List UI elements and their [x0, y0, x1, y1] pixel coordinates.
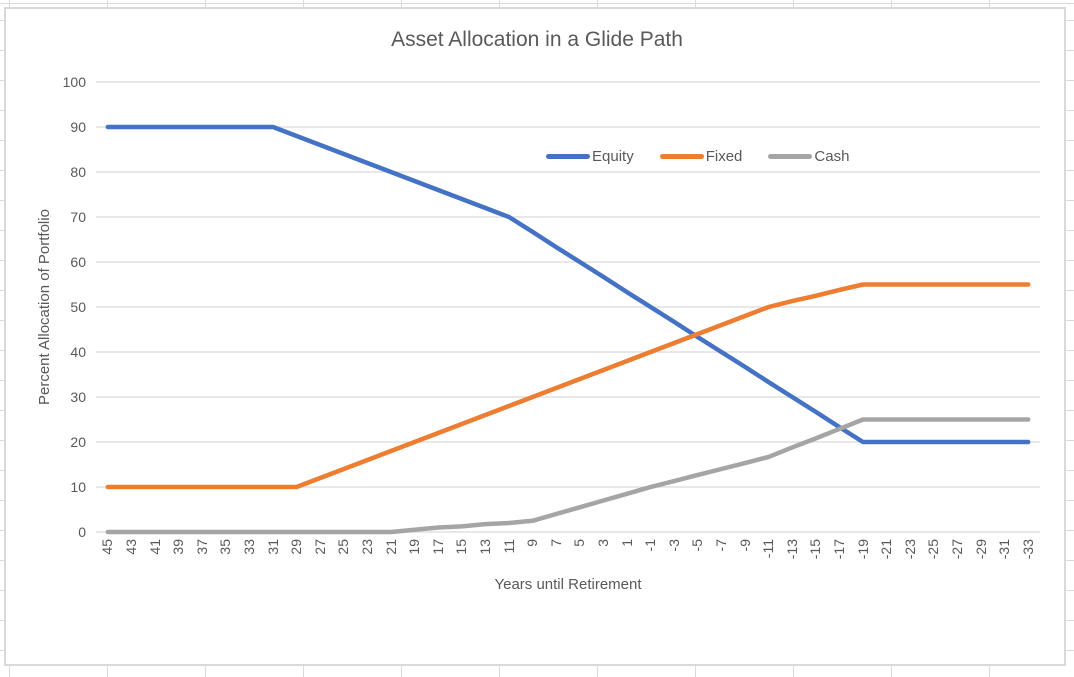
x-axis-tick-label: 15 [453, 539, 470, 555]
y-axis-tick-label: 70 [70, 209, 86, 225]
x-axis-tick-label: 11 [500, 539, 517, 554]
legend: Equity Fixed Cash [546, 146, 849, 166]
x-axis-tick-label: -27 [948, 539, 965, 560]
y-axis-tick-label: 50 [70, 299, 86, 315]
x-axis-tick-label: -17 [830, 539, 847, 560]
x-axis-tick-label: 17 [429, 539, 446, 555]
y-axis-tick-label: 90 [70, 119, 86, 135]
chart-frame[interactable] [4, 7, 1066, 666]
y-axis-tick-label: 10 [70, 479, 86, 495]
series-line-equity[interactable] [105, 124, 1031, 445]
x-axis-tick-label: -9 [736, 539, 753, 552]
x-axis-tick-label: 33 [240, 539, 257, 555]
y-axis-tick-label: 0 [78, 524, 86, 540]
legend-item-cash[interactable]: Cash [768, 148, 849, 165]
x-axis-tick-label: -31 [996, 539, 1013, 560]
series-line-cash[interactable] [105, 417, 1031, 535]
legend-swatch [546, 153, 590, 159]
x-axis-tick-label: 31 [264, 539, 281, 555]
y-axis-tick-label: 30 [70, 389, 86, 405]
x-axis-tick-label: -15 [807, 539, 824, 560]
legend-label: Equity [592, 147, 634, 165]
x-axis-tick-label: 19 [406, 539, 423, 555]
x-axis-tick-label: -1 [642, 539, 659, 552]
y-axis-title[interactable]: Percent Allocation of Portfolio [36, 209, 53, 405]
x-axis-tick-label: 43 [122, 539, 139, 555]
legend-swatch [659, 153, 704, 159]
x-axis-tick-label: -25 [925, 539, 942, 560]
x-axis-tick-label: 7 [547, 539, 564, 547]
x-axis-tick-label: 23 [358, 539, 375, 555]
legend-item-equity[interactable]: Equity [546, 148, 634, 165]
x-axis-tick-label: 35 [217, 539, 234, 555]
x-axis-tick-label: 37 [193, 539, 210, 555]
legend-label: Fixed [705, 147, 743, 165]
x-axis-tick-label: -5 [689, 539, 706, 552]
x-axis-tick-label: 45 [99, 539, 116, 555]
legend-label: Cash [814, 147, 850, 165]
y-axis-tick-label: 60 [70, 254, 86, 270]
x-axis-tick-label: -7 [712, 539, 729, 552]
x-axis-tick-label: 1 [618, 539, 635, 547]
series-line-fixed[interactable] [105, 282, 1031, 490]
x-axis-tick-label: 41 [146, 539, 163, 555]
x-axis-tick-label: 5 [571, 539, 588, 547]
y-axis-tick-label: 80 [70, 164, 86, 180]
x-axis-tick-label: 27 [311, 539, 328, 555]
x-axis-tick-label: -23 [901, 539, 918, 560]
x-axis-tick-label: 39 [170, 539, 187, 555]
y-axis-tick-label: 100 [62, 74, 86, 90]
legend-item-fixed[interactable]: Fixed [659, 147, 743, 165]
x-axis-tick-label: -19 [854, 539, 871, 560]
x-axis-tick-label: 9 [524, 539, 541, 547]
x-axis-tick-label: -11 [760, 539, 777, 559]
y-axis-tick-label: 20 [70, 434, 86, 450]
legend-swatch [768, 153, 813, 159]
x-axis-tick-label: -21 [878, 539, 895, 560]
x-axis-tick-label: 29 [288, 539, 305, 555]
x-axis-tick-label: -33 [1019, 539, 1036, 560]
x-axis-tick-label: 13 [476, 539, 493, 555]
x-axis-tick-label: 3 [594, 539, 611, 547]
x-axis-tick-label: 25 [335, 539, 352, 555]
x-axis-title[interactable]: Years until Retirement [494, 576, 642, 593]
x-axis-tick-label: -13 [783, 539, 800, 560]
y-axis-tick-label: 40 [70, 344, 86, 360]
x-axis-tick-label: 21 [382, 539, 399, 555]
x-axis-tick-label: -29 [972, 539, 989, 560]
chart-title[interactable]: Asset Allocation in a Glide Path [391, 28, 683, 51]
x-axis-tick-label: -3 [665, 539, 682, 552]
